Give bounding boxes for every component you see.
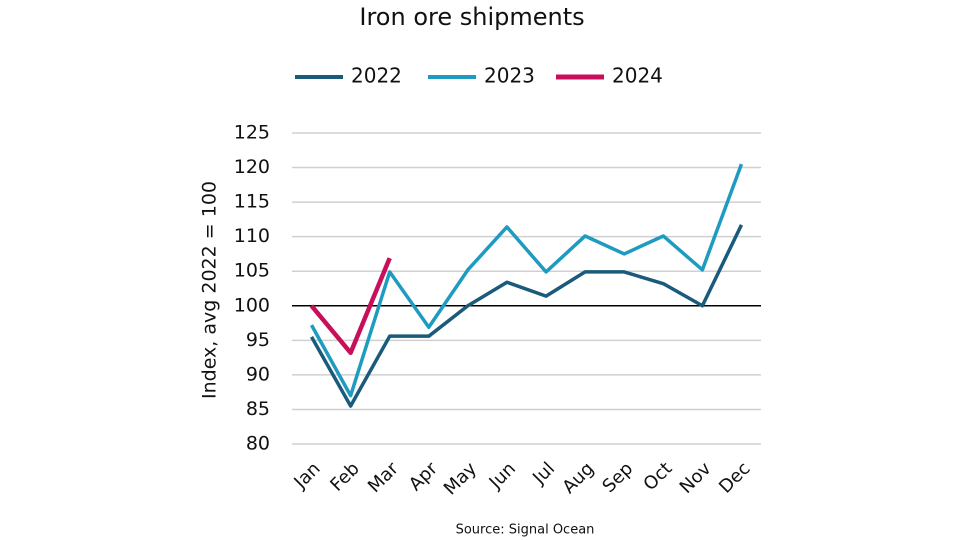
x-tick-label: Jun	[485, 458, 520, 493]
x-tick-label: Oct	[640, 458, 677, 495]
x-tick-label: Aug	[558, 458, 598, 498]
x-tick-label: Feb	[326, 458, 363, 495]
y-tick-label: 95	[246, 329, 270, 351]
x-tick-label: Dec	[715, 458, 754, 497]
y-axis-label: Index, avg 2022 = 100	[199, 181, 221, 399]
y-tick-label: 90	[246, 363, 270, 385]
y-tick-label: 120	[234, 156, 270, 178]
legend-label: 2024	[612, 64, 663, 88]
line-series	[309, 257, 392, 356]
line-series	[310, 163, 744, 398]
legend-label: 2023	[484, 64, 535, 88]
x-tick-label: Apr	[405, 458, 442, 495]
x-tick-label: Jan	[289, 458, 324, 493]
legend-label: 2022	[351, 64, 402, 88]
x-tick-label: Nov	[676, 458, 716, 498]
y-tick-label: 125	[234, 122, 270, 144]
line-series	[310, 224, 744, 408]
y-tick-label: 115	[234, 191, 270, 213]
x-tick-label: Sep	[598, 458, 637, 497]
y-tick-label: 105	[234, 260, 270, 282]
y-tick-label: 110	[234, 225, 270, 247]
source-note: Source: Signal Ocean	[456, 523, 595, 538]
y-tick-label: 85	[246, 398, 270, 420]
x-tick-label: Mar	[364, 458, 403, 497]
chart-title: Iron ore shipments	[359, 3, 584, 31]
x-tick-label: Jul	[528, 458, 559, 489]
y-tick-label: 100	[234, 294, 270, 316]
x-tick-label: May	[440, 458, 481, 499]
y-tick-label: 80	[246, 433, 270, 455]
